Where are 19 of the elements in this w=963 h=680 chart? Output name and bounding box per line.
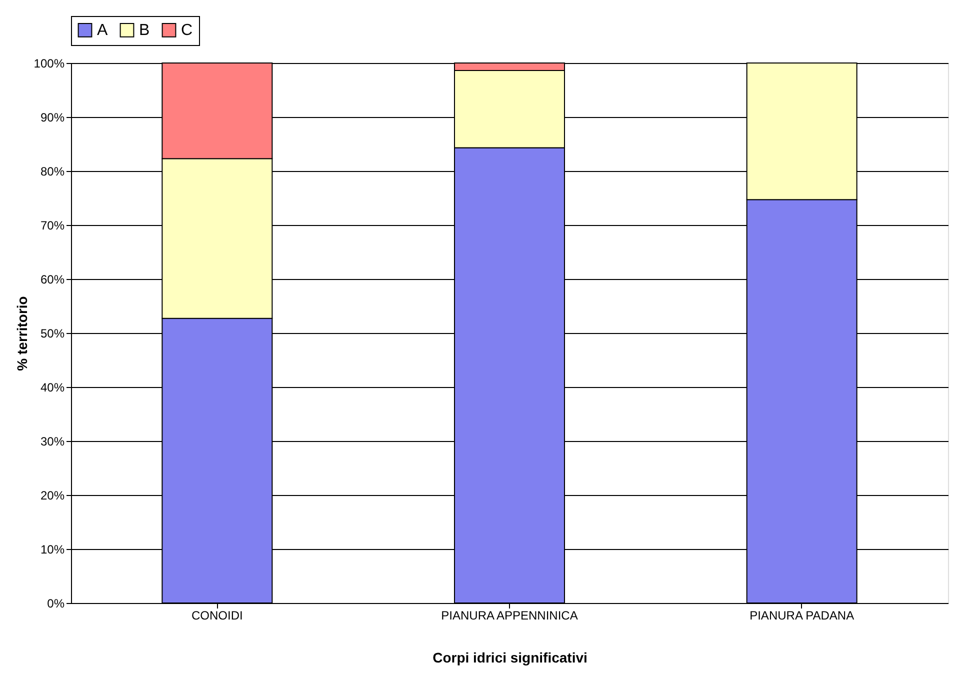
x-tick-label: PIANURA PADANA	[750, 608, 854, 622]
y-tick-label: 40%	[40, 380, 65, 394]
x-axis-title: Corpi idrici significativi	[432, 650, 588, 666]
y-tick-label: 20%	[40, 488, 65, 502]
legend-label: C	[181, 22, 193, 40]
y-tick-label: 70%	[40, 218, 65, 232]
y-tick-label: 60%	[40, 272, 65, 286]
y-tick-label: 50%	[40, 326, 65, 340]
legend-label: A	[97, 22, 108, 40]
y-tick-label: 90%	[40, 110, 65, 124]
y-tick-label: 0%	[47, 596, 65, 610]
legend-label: B	[139, 22, 150, 40]
x-tick-label: PIANURA APPENNINICA	[441, 608, 578, 622]
y-tick-label: 30%	[40, 434, 65, 448]
y-tick-label: 100%	[34, 56, 65, 70]
y-axis-title: % territorio	[14, 296, 30, 371]
y-tick-label: 10%	[40, 542, 65, 556]
y-tick-label: 80%	[40, 164, 65, 178]
x-tick-label: CONOIDI	[191, 608, 243, 622]
